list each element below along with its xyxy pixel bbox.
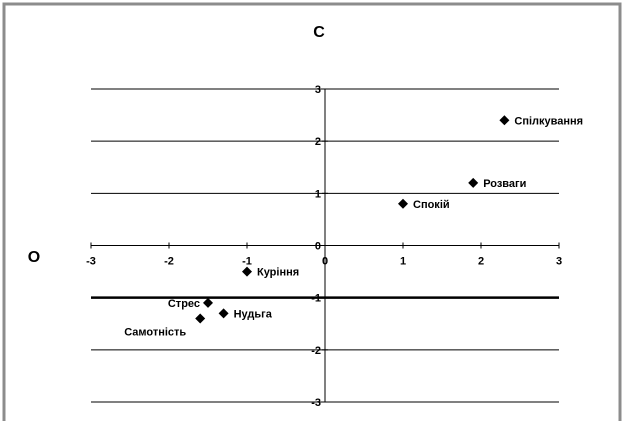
data-point-label: Стрес — [168, 298, 200, 310]
data-point-marker — [242, 266, 252, 277]
chart-title: C — [313, 24, 325, 41]
x-tick-label: 2 — [478, 256, 484, 268]
x-tick-label: 0 — [322, 256, 328, 268]
y-tick-label: 2 — [315, 136, 321, 148]
y-tick-label: 3 — [315, 84, 321, 96]
data-point-label: Спокій — [413, 199, 450, 211]
data-point-marker — [499, 115, 510, 126]
y-tick-label: -3 — [311, 397, 321, 409]
data-point-marker — [218, 308, 229, 319]
x-tick-label: 1 — [400, 256, 406, 268]
x-tick-label: -2 — [164, 256, 174, 268]
x-tick-label: -1 — [242, 256, 252, 268]
data-point-label: Самотність — [124, 327, 186, 339]
x-tick-label: 3 — [556, 256, 562, 268]
data-point-marker — [195, 313, 206, 324]
y-axis-label: O — [28, 249, 40, 266]
y-tick-label: 0 — [315, 241, 321, 253]
data-point-marker — [468, 177, 479, 188]
y-tick-label: -1 — [311, 293, 321, 305]
data-point-marker — [203, 297, 213, 308]
x-tick-label: -3 — [86, 256, 96, 268]
data-point-marker — [398, 198, 408, 209]
data-points: Спілкування Розваги Спокій Куріння Стрес Нудь… — [124, 115, 583, 339]
data-point-label: Розваги — [483, 178, 526, 190]
data-point-label: Куріння — [257, 267, 299, 279]
y-tick-label: 1 — [315, 188, 321, 200]
y-tick-label: -2 — [311, 345, 321, 357]
data-point-label: Нудьга — [234, 308, 273, 320]
axes — [90, 88, 560, 403]
data-point-label: Спілкування — [514, 115, 583, 127]
tick-labels: -3 -2 -1 0 1 2 3 3 2 1 0 -1 -2 -3 — [86, 84, 562, 409]
